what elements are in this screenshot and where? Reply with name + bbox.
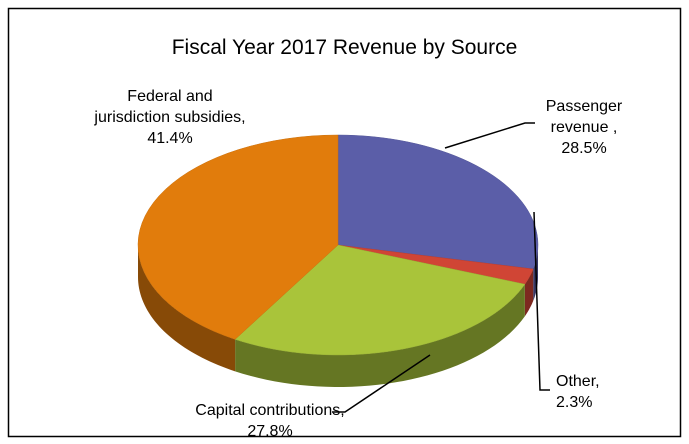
slice [137,134,339,340]
value-label: 41.4% [147,130,193,147]
category-label: Other, [556,373,600,390]
slice-side [235,284,525,387]
category-label: Passenger revenue , [545,98,623,136]
slice-label: Other, 2.3% [556,371,612,413]
category-label: Federal and jurisdiction subsidies, [94,88,246,126]
value-label: 28.5% [561,140,607,157]
leader-line [533,211,550,391]
slice-label: Capital contributions, 27.8% [175,400,365,442]
category-label: Capital contributions, [195,402,345,419]
leader-line [332,354,431,413]
value-label: 2.3% [556,394,593,411]
pie [137,134,539,387]
slice [337,244,534,285]
slice-label: Passenger revenue , 28.5% [536,96,632,159]
chart-title: Fiscal Year 2017 Revenue by Source [171,36,518,59]
leader-line [444,122,535,149]
slice-label: Federal and jurisdiction subsidies, 41.4… [90,86,250,149]
slice [234,244,526,356]
slice-side [524,268,534,317]
value-label: 27.8% [247,423,293,440]
slice-side [138,245,236,372]
slice [337,134,539,270]
